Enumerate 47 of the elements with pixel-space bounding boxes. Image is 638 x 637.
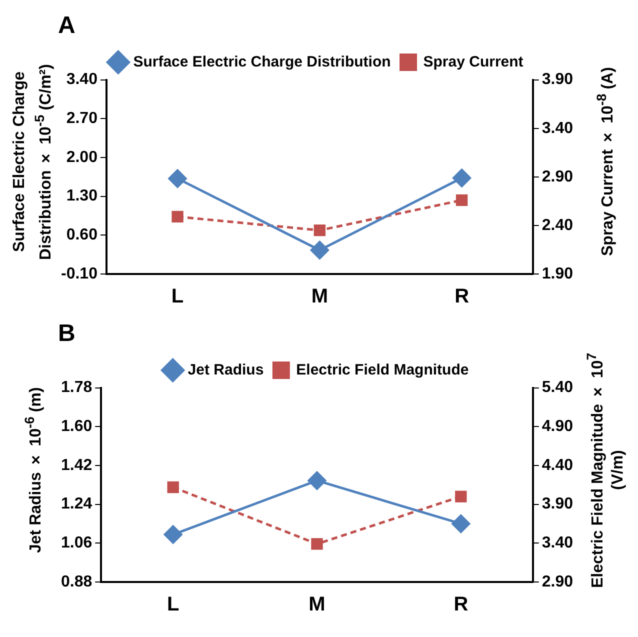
chart-title: A	[58, 12, 76, 40]
point	[167, 481, 179, 494]
chart-title: B	[58, 320, 76, 348]
point	[452, 514, 470, 533]
x-tick-label: M	[311, 286, 328, 308]
point	[455, 490, 467, 502]
y-tick-label: 2.00	[66, 148, 98, 166]
y-tick-label: 2.70	[66, 110, 98, 128]
x-tick-label: M	[308, 594, 326, 616]
point	[311, 538, 323, 550]
y-tick-label: 1.42	[61, 456, 92, 474]
point	[314, 224, 326, 236]
y-tick-label: 1.60	[61, 418, 92, 436]
y2-tick-label: 3.90	[542, 71, 574, 88]
legend-label: Surface Electric Charge Distribution	[133, 53, 391, 70]
x-tick-label: R	[454, 594, 469, 616]
x-tick-label: R	[454, 286, 470, 308]
legend-label: Electric Field Magnitude	[296, 361, 469, 378]
point	[308, 471, 326, 490]
y2-tick-label: 2.40	[542, 216, 574, 234]
y2-tick-label: 3.40	[542, 534, 574, 552]
point	[452, 168, 472, 188]
legend-label: Spray Current	[423, 53, 524, 70]
point	[164, 525, 182, 544]
y-tick-label: 1.24	[61, 496, 92, 513]
point	[456, 194, 468, 206]
y-tick-label: 1.30	[66, 188, 98, 205]
y2-tick-label: 3.90	[542, 496, 574, 513]
y-tick-label: -0.10	[61, 265, 98, 282]
legend-label: Jet Radius	[188, 361, 264, 378]
point	[310, 240, 329, 260]
y2-tick-label: 4.40	[542, 456, 574, 474]
y-tick-label: 1.78	[61, 379, 92, 396]
y2-tick-label: 3.40	[542, 120, 574, 137]
y-tick-label: 3.40	[66, 71, 98, 88]
y2-tick-label: 5.40	[542, 379, 574, 396]
y2-tick-label: 2.90	[542, 168, 574, 186]
x-tick-label: L	[166, 594, 180, 616]
x-tick-label: L	[171, 286, 184, 308]
point	[172, 210, 184, 223]
y2-tick-label: 1.90	[542, 265, 574, 282]
y-tick-label: 1.06	[61, 534, 92, 552]
y-tick-label: 0.60	[66, 226, 98, 244]
y2-tick-label: 4.90	[542, 418, 574, 436]
y-tick-label: 0.88	[61, 573, 92, 590]
point	[168, 169, 187, 188]
y2-tick-label: 2.90	[542, 573, 574, 590]
